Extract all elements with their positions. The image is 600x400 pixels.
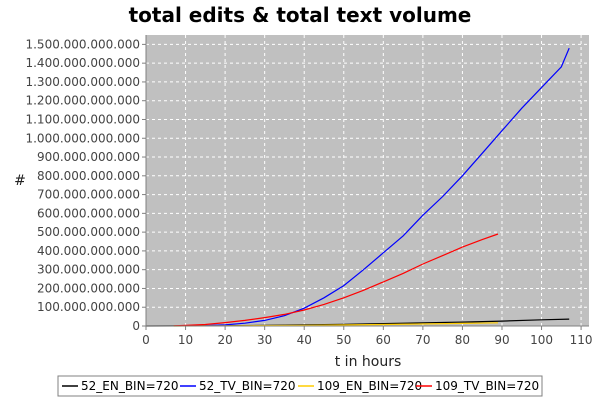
y-tick-label: 1.300.000.000.000	[25, 75, 140, 89]
y-tick-label: 600.000.000.000	[37, 206, 140, 220]
y-tick-label: 300.000.000.000	[37, 263, 140, 277]
x-tick-label: 80	[455, 333, 470, 347]
series-line-1	[205, 47, 570, 327]
x-tick-label: 90	[494, 333, 509, 347]
y-axis-label: #	[14, 173, 26, 189]
y-tick-label: 400.000.000.000	[37, 244, 140, 258]
y-tick-label: 1.500.000.000.000	[25, 37, 140, 51]
y-tick-label: 1.000.000.000.000	[25, 131, 140, 145]
y-tick-label: 200.000.000.000	[37, 281, 140, 295]
chart-title: total edits & total text volume	[129, 3, 472, 27]
y-tick-label: 900.000.000.000	[37, 150, 140, 164]
y-tick-label: 800.000.000.000	[37, 169, 140, 183]
x-tick-label: 20	[217, 333, 232, 347]
grid	[146, 35, 589, 326]
y-tick-label: 1.100.000.000.000	[25, 112, 140, 126]
y-tick-label: 1.200.000.000.000	[25, 94, 140, 108]
x-axis-ticks: 0 10 20 30 40 50 60 70 80 90 100 110	[142, 326, 593, 347]
legend: 52_EN_BIN=720 52_TV_BIN=720 109_EN_BIN=720…	[62, 379, 539, 393]
y-axis-ticks: 0 100.000.000.000 200.000.000.000 300.000.0…	[25, 37, 146, 333]
plot-area	[146, 35, 589, 326]
legend-label-2: 109_EN_BIN=720	[317, 379, 422, 393]
y-tick-label: 500.000.000.000	[37, 225, 140, 239]
y-tick-label: 1.400.000.000.000	[25, 56, 140, 70]
x-tick-label: 100	[530, 333, 553, 347]
legend-label-3: 109_TV_BIN=720	[435, 379, 539, 393]
x-tick-label: 50	[336, 333, 351, 347]
x-tick-label: 40	[297, 333, 312, 347]
series-line-3	[173, 233, 499, 327]
y-tick-label: 700.000.000.000	[37, 188, 140, 202]
legend-label-1: 52_TV_BIN=720	[199, 379, 296, 393]
x-tick-label: 0	[142, 333, 150, 347]
x-tick-label: 70	[415, 333, 430, 347]
x-tick-label: 110	[570, 333, 593, 347]
x-axis-label: t in hours	[335, 354, 402, 370]
legend-label-0: 52_EN_BIN=720	[81, 379, 179, 393]
x-tick-label: 30	[257, 333, 272, 347]
x-tick-label: 10	[178, 333, 193, 347]
y-tick-label: 100.000.000.000	[37, 300, 140, 314]
x-tick-label: 60	[376, 333, 391, 347]
y-tick-label: 0	[132, 319, 140, 333]
